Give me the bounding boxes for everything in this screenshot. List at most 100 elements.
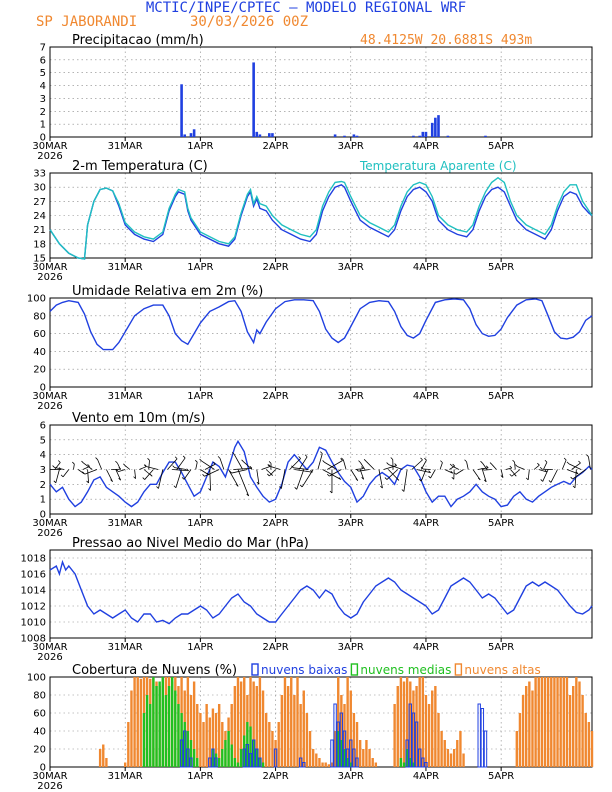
wind-arrow-head (572, 485, 576, 489)
x-tick-label: 2APR (262, 391, 288, 402)
wind-arrow-head (235, 484, 239, 487)
wind-arrow (231, 469, 248, 474)
x-tick-label: 5APR (488, 518, 514, 529)
bar-nuvens-baixas (424, 762, 428, 768)
wind-arrow-head (420, 466, 424, 470)
wind-arrow-head (246, 493, 249, 497)
wind-arrow (572, 469, 586, 480)
x-tick-label: 2APR (262, 518, 288, 529)
bar-nuvens-altas (418, 677, 421, 767)
bar-nuvens-altas (258, 677, 262, 767)
wind-arrow (204, 469, 220, 477)
legend-label: nuvens baixas (261, 663, 347, 677)
bar-precipitacao (437, 115, 440, 137)
legend-apparent-temp: Temperatura Aparente (C) (359, 159, 517, 173)
wind-arrow (378, 469, 383, 489)
bar-nuvens-altas (221, 722, 224, 767)
bar-nuvens-altas (575, 677, 578, 767)
bar-precipitacao (355, 135, 359, 137)
panel-frame (49, 297, 593, 388)
y-tick-label: 80 (33, 311, 46, 322)
wind-arrow (568, 463, 582, 470)
wind-arrow-head (452, 463, 455, 467)
wind-arrow-head (304, 454, 308, 458)
bar-nuvens-altas (550, 677, 553, 767)
wind-arrow-head (144, 464, 147, 467)
wind-arrow (511, 469, 521, 477)
wind-arrow (209, 469, 211, 491)
wind-arrow-head (72, 461, 75, 465)
bar-nuvens-medias (142, 713, 146, 767)
wind-arrow-head (515, 464, 518, 467)
x-tick-year: 2026 (37, 151, 62, 162)
wind-arrow-head (450, 470, 454, 474)
bar-nuvens-medias (405, 749, 409, 767)
wind-arrow (256, 469, 260, 485)
bar-nuvens-medias (233, 758, 237, 767)
wind-arrow-head (142, 477, 145, 480)
bar-nuvens-medias (346, 758, 349, 767)
bar-nuvens-altas (368, 749, 371, 767)
wind-arrow-head (326, 473, 330, 477)
wind-arrow-head (449, 463, 453, 467)
wind-arrow (527, 469, 530, 480)
panel-frame (49, 46, 593, 138)
bar-nuvens-altas (352, 713, 356, 767)
y-tick-label: 33 (33, 169, 46, 180)
bar-nuvens-altas (434, 686, 437, 767)
bar-nuvens-altas (546, 677, 550, 767)
bar-nuvens-altas (584, 713, 587, 767)
x-tick-year: 2026 (37, 652, 62, 663)
wind-arrow (55, 469, 60, 483)
bar-nuvens-altas (462, 753, 465, 767)
bar-nuvens-altas (230, 704, 233, 767)
x-tick-year: 2026 (37, 401, 62, 412)
wind-arrow (383, 465, 397, 470)
x-tick-label: 31MAR (108, 141, 143, 152)
bar-nuvens-altas (318, 758, 321, 767)
bar-nuvens-baixas (248, 753, 253, 768)
wind-arrow-head (199, 458, 202, 462)
y-tick-label: 27 (33, 197, 46, 208)
wind-arrow (483, 469, 492, 471)
x-tick-label: 4APR (413, 141, 439, 152)
y-tick-label: 1012 (21, 602, 46, 613)
y-tick-label: 5 (40, 435, 46, 446)
bar-nuvens-baixas (211, 748, 215, 768)
bar-nuvens-baixas (355, 757, 359, 768)
bar-precipitacao (424, 131, 428, 137)
bar-nuvens-medias (402, 762, 406, 767)
wind-arrow (350, 469, 359, 481)
wind-arrow (261, 466, 270, 470)
bar-nuvens-baixas (342, 730, 347, 768)
wind-arrow-head (390, 457, 394, 460)
bar-nuvens-altas (243, 677, 246, 767)
bar-nuvens-altas (271, 731, 274, 767)
bar-nuvens-medias (340, 740, 343, 767)
bar-nuvens-baixas (417, 748, 422, 768)
bar-nuvens-medias (243, 735, 246, 767)
x-tick-label: 1APR (187, 262, 213, 273)
bar-nuvens-altas (568, 695, 572, 767)
bar-nuvens-altas (123, 762, 127, 767)
bar-nuvens-altas (268, 722, 271, 767)
wind-arrow-head (149, 473, 153, 477)
bar-nuvens-altas (208, 717, 211, 767)
bar-nuvens-baixas (408, 703, 412, 768)
legend-swatch (251, 663, 259, 676)
wind-arrow (365, 461, 375, 470)
bar-nuvens-medias (236, 762, 240, 767)
bar-nuvens-altas (540, 677, 544, 767)
bar-nuvens-altas (355, 722, 359, 767)
bar-nuvens-altas (534, 677, 537, 767)
wind-arrow (420, 469, 427, 482)
bar-precipitacao (446, 135, 450, 137)
bar-nuvens-altas (371, 758, 374, 767)
panel-frame (49, 676, 593, 768)
x-tick-label: 3APR (338, 642, 364, 653)
bar-nuvens-baixas (339, 712, 344, 768)
bar-nuvens-altas (565, 677, 569, 767)
wind-arrow (317, 453, 323, 470)
wind-arrow-head (396, 478, 400, 481)
panel-humidity (49, 297, 593, 391)
